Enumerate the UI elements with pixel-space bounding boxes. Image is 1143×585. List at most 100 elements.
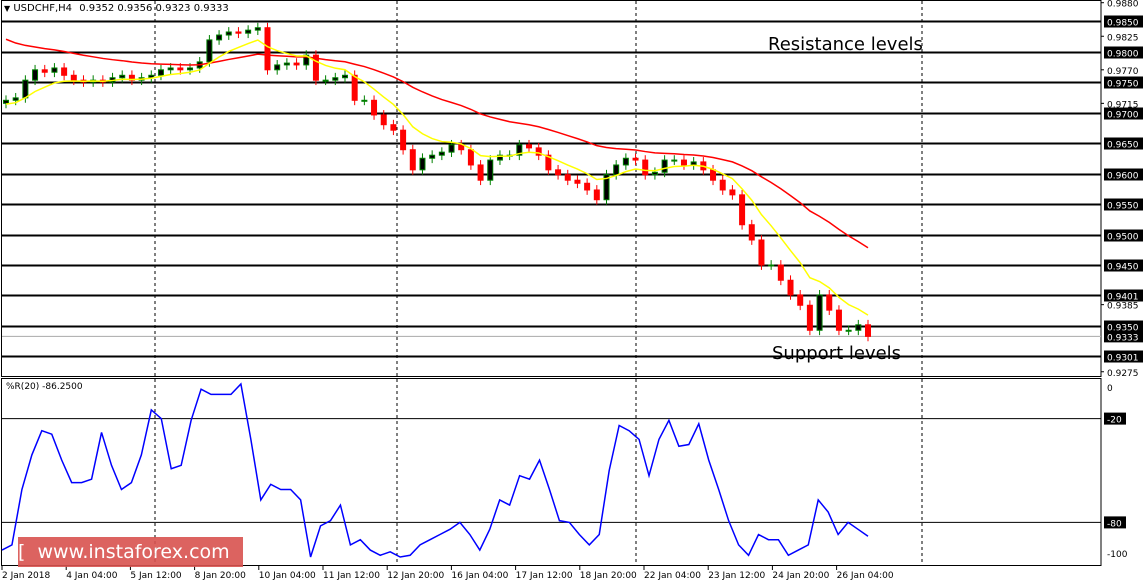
- price-tick-label: 0.9825: [1107, 33, 1139, 43]
- candle-body: [51, 67, 58, 73]
- candle-body: [332, 77, 339, 81]
- candle: [593, 185, 600, 205]
- candle-body: [380, 114, 387, 126]
- candle-body: [613, 164, 620, 176]
- level-label: 0.9450: [1107, 263, 1139, 273]
- candle: [661, 155, 668, 178]
- candle-body: [526, 144, 533, 149]
- current-price-box: [1104, 330, 1143, 343]
- candle: [826, 290, 833, 316]
- dropdown-icon[interactable]: ▼: [4, 4, 11, 13]
- candle: [855, 319, 862, 336]
- time-tick-label: 2 Jan 2018: [2, 571, 50, 581]
- candle-body: [719, 179, 726, 191]
- candle: [312, 50, 319, 86]
- ohlc-values: 0.9352 0.9356 0.9323 0.9333: [79, 3, 229, 14]
- time-tick-label: 8 Jan 20:00: [195, 571, 247, 581]
- candle-body: [661, 159, 668, 173]
- candle-body: [157, 69, 164, 76]
- level-label: 0.9600: [1107, 172, 1139, 182]
- time-tick-label: 4 Jan 04:00: [66, 571, 118, 581]
- candle: [245, 25, 252, 39]
- level-label-box: [1104, 259, 1143, 272]
- candle-body: [593, 189, 600, 201]
- level-label: 0.9650: [1107, 141, 1139, 151]
- level-label: 0.9750: [1107, 80, 1139, 90]
- candle-body: [710, 169, 717, 181]
- candle: [341, 70, 348, 83]
- candle-body: [680, 159, 687, 166]
- candle: [797, 290, 804, 311]
- candle-body: [516, 144, 523, 156]
- level-label: 0.9700: [1107, 111, 1139, 121]
- candle: [409, 144, 416, 175]
- candle: [680, 155, 687, 170]
- candle: [584, 178, 591, 195]
- candle: [61, 63, 68, 81]
- candle: [758, 235, 765, 270]
- candle-body: [671, 159, 678, 162]
- candle-body: [61, 67, 68, 76]
- candle: [264, 22, 271, 75]
- candle-body: [264, 27, 271, 71]
- candle: [254, 22, 261, 36]
- williams-r-line: [1, 382, 869, 558]
- candle: [390, 119, 397, 136]
- candle-body: [545, 154, 552, 171]
- candle: [642, 155, 649, 180]
- candle: [3, 95, 9, 109]
- candle-body: [245, 29, 252, 34]
- level-label-box: [1104, 350, 1143, 363]
- candle: [293, 58, 300, 70]
- level-label: 0.9350: [1107, 324, 1139, 334]
- candle-body: [177, 67, 184, 71]
- level-label: 0.9850: [1107, 19, 1139, 29]
- candle: [748, 219, 755, 245]
- candle-body: [739, 194, 746, 226]
- candle-body: [574, 179, 581, 184]
- candle: [787, 275, 794, 300]
- candle: [429, 150, 436, 164]
- time-tick-label: 24 Jan 20:00: [772, 571, 829, 581]
- candle: [157, 64, 164, 81]
- candle: [371, 95, 378, 120]
- candle-body: [225, 31, 232, 36]
- level-label-box: [1104, 198, 1143, 211]
- candle-body: [496, 154, 503, 161]
- candle-body: [3, 99, 9, 104]
- candle: [206, 35, 213, 67]
- candle-body: [487, 159, 494, 181]
- candle: [603, 169, 610, 205]
- level-label-box: [1104, 137, 1143, 150]
- candle: [400, 125, 407, 155]
- candle-body: [322, 79, 329, 82]
- candle-body: [361, 99, 368, 102]
- candle-body: [845, 329, 852, 332]
- candle-body: [448, 144, 455, 153]
- candle-body: [119, 74, 126, 79]
- candle-body: [254, 27, 261, 31]
- candle: [380, 110, 387, 130]
- candle-body: [70, 74, 77, 81]
- candle-body: [274, 64, 281, 71]
- candle: [70, 70, 77, 86]
- level-label-box: [1104, 46, 1143, 59]
- time-tick-label: 22 Jan 04:00: [644, 571, 701, 581]
- candle-body: [41, 69, 48, 73]
- candle: [51, 63, 58, 78]
- candle-body: [758, 239, 765, 266]
- candle-body: [187, 67, 194, 71]
- time-tick-label: 26 Jan 04:00: [837, 571, 894, 581]
- candle: [729, 185, 736, 200]
- candle-body: [584, 182, 591, 191]
- candle: [235, 27, 242, 39]
- candle: [622, 153, 629, 170]
- candle: [361, 95, 368, 106]
- level-label: 0.9301: [1107, 354, 1139, 364]
- candle: [516, 139, 523, 161]
- candle: [274, 60, 281, 75]
- candle: [216, 30, 223, 45]
- candle: [545, 150, 552, 175]
- candle: [768, 260, 775, 270]
